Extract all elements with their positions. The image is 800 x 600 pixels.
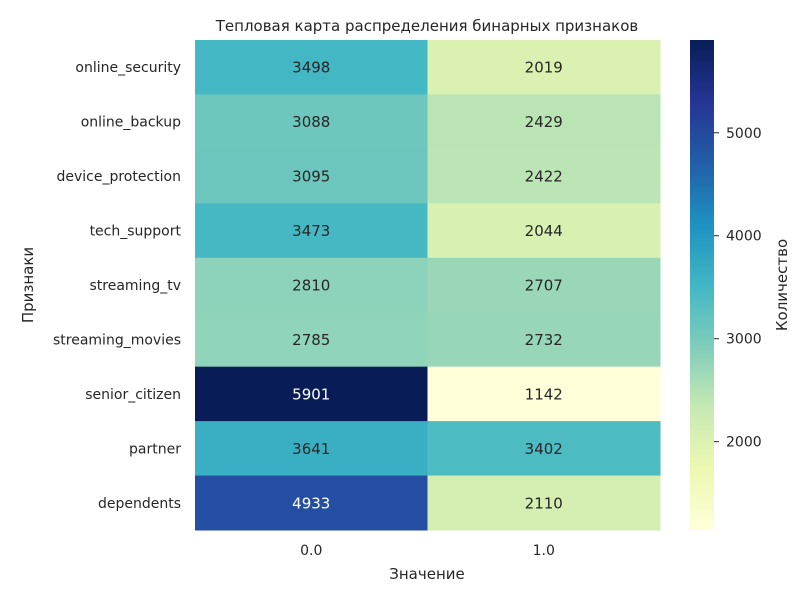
y-tick-label: online_security [75, 60, 181, 76]
cell-value-label: 2422 [525, 168, 563, 186]
x-tick-labels: 0.0 1.0 [300, 543, 555, 559]
cell-value-label: 2044 [525, 222, 563, 240]
cell-value-label: 3402 [525, 440, 563, 458]
cell-value-label: 2810 [292, 277, 330, 295]
y-tick-label: senior_citizen [85, 387, 181, 403]
heatmap-cell [195, 312, 428, 368]
heatmap-cell [427, 475, 661, 531]
y-tick-labels: online_security online_backup device_prote… [53, 60, 181, 512]
cell-value-label: 3473 [292, 222, 330, 240]
y-tick-label: dependents [98, 496, 181, 512]
heatmap-cell [195, 366, 428, 422]
heatmap-cell [195, 40, 428, 95]
heatmap-cell [195, 94, 428, 150]
cell-value-label: 5901 [292, 385, 330, 403]
chart-title: Тепловая карта распределения бинарных пр… [215, 17, 638, 35]
cell-value-label: 3498 [292, 59, 330, 77]
x-tick-label: 0.0 [300, 543, 322, 559]
y-tick-label: online_backup [81, 115, 181, 131]
colorbar-tick-label: 4000 [726, 229, 762, 245]
x-tick-label: 1.0 [533, 543, 555, 559]
heatmap-cell [427, 148, 661, 204]
cell-value-label: 2785 [292, 331, 330, 349]
heatmap-cell [195, 421, 428, 477]
y-tick-label: device_protection [56, 169, 181, 185]
cell-value-label: 3088 [292, 113, 330, 131]
colorbar-tick-label: 3000 [726, 332, 762, 348]
heatmap-cell [195, 475, 428, 531]
heatmap-cell [427, 257, 661, 313]
heatmap-cell [195, 257, 428, 313]
cell-value-label: 4933 [292, 494, 330, 512]
colorbar-ticks: 2000 3000 4000 5000 [714, 126, 762, 451]
cell-value-label: 2429 [525, 113, 563, 131]
colorbar [690, 40, 714, 530]
y-tick-label: streaming_movies [53, 332, 181, 348]
x-axis-label: Значение [389, 565, 465, 583]
heatmap-cell [427, 421, 661, 477]
heatmap-cell [195, 203, 428, 259]
heatmap-cell [427, 203, 661, 259]
y-tick-label: streaming_tv [90, 278, 182, 294]
heatmap-cell [427, 366, 661, 422]
heatmap-cell [427, 312, 661, 368]
cell-value-label: 2019 [525, 59, 563, 77]
heatmap-cell [195, 148, 428, 204]
colorbar-tick-label: 2000 [726, 435, 762, 451]
cell-value-label: 2707 [525, 277, 563, 295]
cell-value-label: 1142 [525, 385, 563, 403]
y-tick-label: tech_support [90, 224, 182, 240]
cell-value-label: 3641 [292, 440, 330, 458]
y-tick-label: partner [129, 441, 181, 457]
heatmap-cell [427, 94, 661, 150]
heatmap-cells: 3498 2019 3088 2429 3095 2422 3473 2044 2810 2707… [195, 40, 661, 531]
cell-value-label: 2110 [525, 494, 563, 512]
heatmap-cell [427, 40, 661, 95]
colorbar-tick-label: 5000 [726, 126, 762, 142]
y-axis-label: Признаки [19, 247, 37, 323]
cell-value-label: 3095 [292, 168, 330, 186]
colorbar-label: Количество [773, 239, 791, 331]
cell-value-label: 2732 [525, 331, 563, 349]
